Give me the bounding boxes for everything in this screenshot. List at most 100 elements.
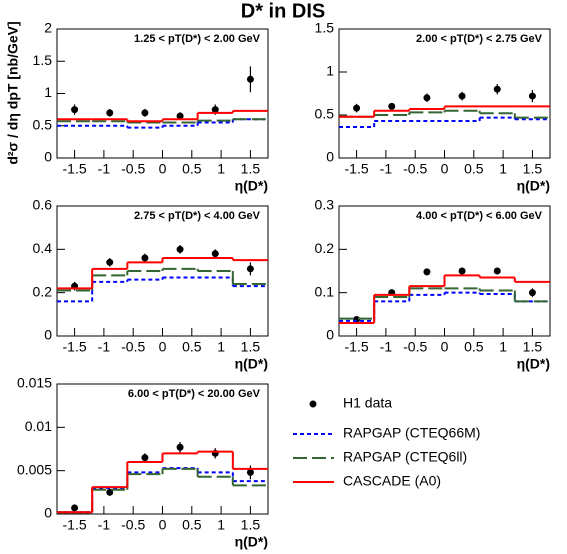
x-tick-label: -1 [380, 339, 393, 355]
panel-label: 4.00 < pT(D*) < 6.00 GeV [416, 210, 543, 222]
x-tick-label: 0.5 [182, 339, 202, 355]
data-point [246, 265, 254, 273]
x-tick-label: -1 [98, 517, 111, 533]
data-point [458, 267, 466, 275]
data-point [528, 92, 536, 100]
x-tick-label: -1.5 [63, 161, 87, 177]
x-tick-label: 0 [441, 339, 449, 355]
y-tick-label: 0.2 [315, 240, 335, 256]
legend-marker [309, 400, 317, 408]
x-tick-label: -1 [98, 161, 111, 177]
x-axis-label: η(D*) [235, 178, 268, 194]
legend-label: RAPGAP (CTEQ66M) [343, 425, 480, 441]
data-point [423, 268, 431, 276]
y-tick-label: 0 [326, 327, 334, 343]
data-point [71, 504, 79, 512]
panel-label: 2.75 < pT(D*) < 4.00 GeV [134, 210, 261, 222]
x-tick-label: -1.5 [345, 339, 369, 355]
y-axis-label: d²σ / dη dpT [nb/GeV] [5, 21, 21, 164]
y-tick-label: 0.015 [17, 375, 52, 391]
data-point [423, 94, 431, 102]
x-tick-label: 0.5 [182, 161, 202, 177]
plot-frame [56, 383, 269, 515]
plot-frame [56, 28, 269, 159]
data-point [141, 454, 149, 462]
data-point [211, 250, 219, 258]
x-tick-label: -0.5 [121, 161, 145, 177]
y-tick-label: 0 [326, 149, 334, 165]
x-tick-label: 1.5 [523, 339, 543, 355]
data-point [211, 106, 219, 114]
y-tick-label: 0.1 [315, 283, 335, 299]
data-point [246, 75, 254, 83]
y-tick-label: 2 [44, 20, 52, 36]
x-tick-label: -0.5 [121, 517, 145, 533]
data-point [106, 258, 114, 266]
x-tick-label: -0.5 [121, 339, 145, 355]
x-tick-label: -1.5 [63, 339, 87, 355]
plot-frame [338, 28, 551, 159]
x-tick-label: 0 [159, 517, 167, 533]
y-tick-label: 0.01 [25, 418, 52, 434]
data-point [353, 104, 361, 112]
x-tick-label: -0.5 [403, 161, 427, 177]
x-tick-label: -1 [380, 161, 393, 177]
x-tick-label: 1.5 [523, 161, 543, 177]
panel-label: 6.00 < pT(D*) < 20.00 GeV [128, 388, 261, 400]
figure-title: D* in DIS [241, 0, 325, 22]
y-tick-label: 1.5 [33, 52, 53, 68]
panel-label: 1.25 < pT(D*) < 2.00 GeV [134, 33, 261, 45]
data-point [71, 106, 79, 114]
data-point [141, 254, 149, 262]
x-tick-label: -0.5 [403, 339, 427, 355]
data-point [388, 102, 396, 110]
y-tick-label: 0.3 [315, 197, 335, 213]
x-tick-label: 0.5 [464, 161, 484, 177]
x-tick-label: 1 [217, 161, 225, 177]
y-tick-label: 0.005 [17, 461, 52, 477]
data-point [493, 85, 501, 93]
data-point [246, 468, 254, 476]
x-tick-label: 0.5 [464, 339, 484, 355]
x-tick-label: 1 [499, 339, 507, 355]
legend-label: H1 data [343, 395, 392, 411]
x-axis-label: η(D*) [517, 356, 550, 372]
y-tick-label: 0.5 [315, 106, 335, 122]
y-tick-label: 1 [326, 63, 334, 79]
x-tick-label: 1 [217, 517, 225, 533]
data-point [176, 112, 184, 120]
x-tick-label: -1.5 [63, 517, 87, 533]
x-tick-label: 1.5 [241, 161, 261, 177]
x-tick-label: 0 [441, 161, 449, 177]
data-point [458, 92, 466, 100]
panel-label: 2.00 < pT(D*) < 2.75 GeV [416, 33, 543, 45]
y-tick-label: 0.2 [33, 283, 53, 299]
x-tick-label: -1.5 [345, 161, 369, 177]
y-tick-label: 0.6 [33, 197, 53, 213]
y-tick-label: 0.4 [33, 240, 53, 256]
data-point [176, 443, 184, 451]
x-tick-label: 1 [217, 339, 225, 355]
x-axis-label: η(D*) [517, 178, 550, 194]
y-tick-label: 0.5 [33, 116, 53, 132]
plot-frame [338, 205, 551, 337]
x-tick-label: 0 [159, 161, 167, 177]
x-axis-label: η(D*) [235, 534, 268, 550]
x-tick-label: 0 [159, 339, 167, 355]
x-tick-label: 1.5 [241, 517, 261, 533]
legend-label: RAPGAP (CTEQ6ll) [343, 449, 467, 465]
data-point [493, 267, 501, 275]
x-tick-label: 1.5 [241, 339, 261, 355]
legend-label: CASCADE (A0) [343, 473, 441, 489]
x-tick-label: 0.5 [182, 517, 202, 533]
data-point [176, 245, 184, 253]
data-point [141, 109, 149, 117]
y-tick-label: 0 [44, 505, 52, 521]
data-point [106, 109, 114, 117]
data-point [528, 289, 536, 297]
y-tick-label: 0 [44, 327, 52, 343]
y-tick-label: 0 [44, 149, 52, 165]
x-tick-label: 1 [499, 161, 507, 177]
x-tick-label: -1 [98, 339, 111, 355]
